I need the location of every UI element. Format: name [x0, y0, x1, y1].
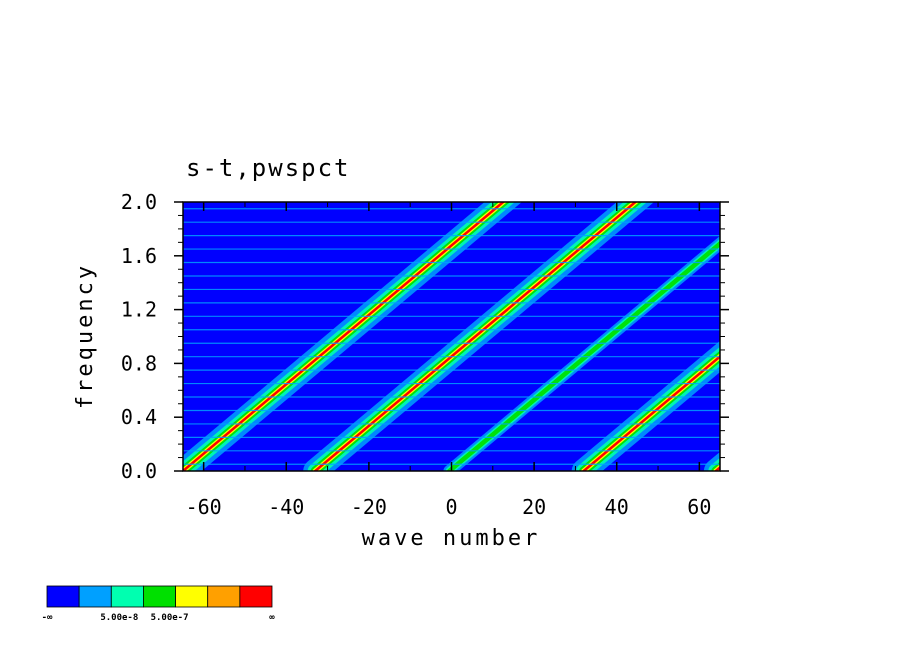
colorbar-swatch — [143, 585, 176, 608]
colorbar-label: 5.00e-7 — [151, 613, 189, 623]
y-tick-label: 0.0 — [121, 459, 157, 483]
x-tick-label: 20 — [522, 495, 546, 519]
plot-area — [183, 202, 720, 471]
y-tick-label: 2.0 — [121, 190, 157, 214]
x-tick-label: -40 — [268, 495, 304, 519]
x-tick-label: 60 — [687, 495, 711, 519]
colorbar-swatch — [110, 585, 144, 608]
harmonic-lines — [183, 208, 720, 465]
ridge-4-layer-4 — [714, 465, 720, 471]
ridge-4-layer-1 — [708, 457, 720, 471]
y-axis-label: frequency — [73, 263, 98, 409]
x-tick-label: 0 — [445, 495, 457, 519]
x-tick-label: -20 — [351, 495, 387, 519]
y-tick-label: 0.8 — [121, 351, 157, 375]
ridge-4 — [703, 451, 720, 471]
y-tick-label: 1.6 — [121, 244, 157, 268]
colorbar-swatch — [46, 585, 80, 608]
x-axis: -60 -40 -20 0 20 40 60 — [186, 202, 711, 519]
y-tick-label: 1.2 — [121, 298, 157, 322]
colorbar-swatch — [78, 585, 112, 608]
ridge-4-layer-3 — [713, 464, 720, 471]
ridge-4-layer-2 — [711, 461, 720, 471]
colorbar-label: 5.00e-8 — [100, 613, 138, 623]
y-axis: 0.0 0.4 0.8 1.2 1.6 2.0 — [121, 190, 729, 483]
x-axis-label: wave number — [362, 526, 541, 551]
x-tick-label: 40 — [605, 495, 629, 519]
x-tick-label: -60 — [186, 495, 222, 519]
chart-title: s-t,pwspct — [186, 154, 351, 182]
colorbar: -∞ 5.00e-8 5.00e-7 ∞ — [42, 585, 275, 623]
colorbar-label: ∞ — [269, 613, 275, 623]
colorbar-swatch — [239, 585, 273, 608]
y-tick-label: 0.4 — [121, 405, 157, 429]
ridge-4-layer-0 — [703, 451, 720, 471]
colorbar-swatch — [207, 585, 241, 608]
colorbar-label: -∞ — [42, 613, 53, 623]
colorbar-swatch — [175, 585, 209, 608]
